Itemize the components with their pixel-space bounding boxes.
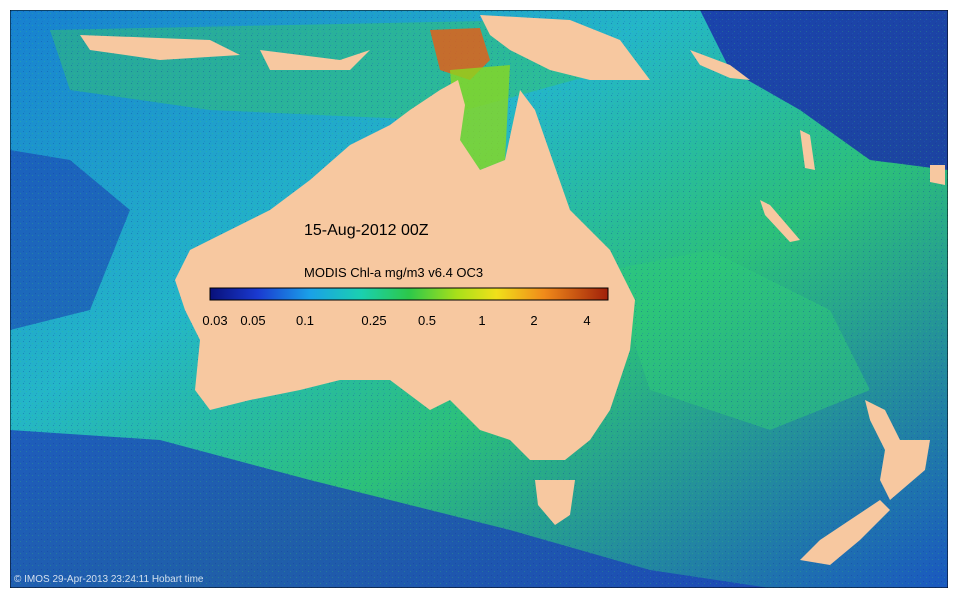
land-australia	[175, 80, 635, 460]
chlorophyll-map	[10, 10, 948, 588]
land-nz-north	[865, 400, 930, 500]
land-vanuatu	[800, 130, 815, 170]
land-tasmania	[535, 480, 575, 525]
colorbar	[209, 287, 609, 301]
coastal-high-gulf	[450, 65, 510, 170]
land-fiji	[930, 165, 945, 185]
land-timor	[260, 50, 370, 70]
coastal-high-north	[430, 28, 490, 80]
land-new-guinea	[480, 15, 650, 80]
land-nz-south	[800, 500, 890, 565]
land-java	[80, 35, 240, 60]
land-new-caledonia	[760, 200, 800, 242]
land-solomon	[690, 50, 750, 80]
